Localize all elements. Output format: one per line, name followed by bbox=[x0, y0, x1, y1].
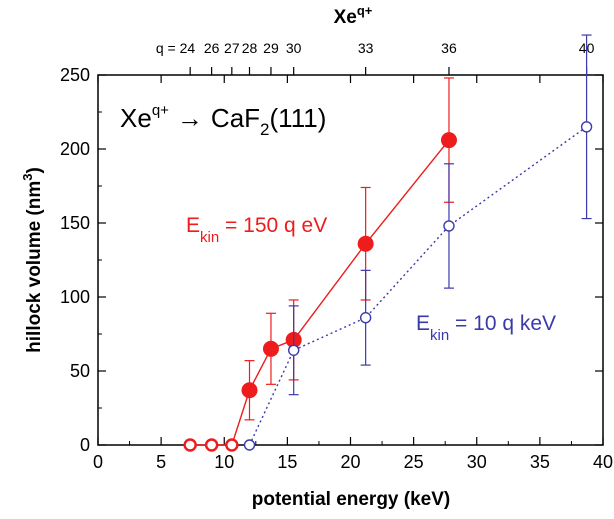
series-red-label-sub: kin bbox=[200, 229, 219, 246]
data-point bbox=[287, 344, 300, 356]
top-tick-label: 28 bbox=[242, 40, 258, 56]
x-axis-label: potential energy (keV) bbox=[252, 489, 451, 510]
data-point bbox=[204, 438, 219, 452]
y-axis-label: hillock volume (nm3) bbox=[20, 167, 45, 353]
top-tick-label: q = 24 bbox=[156, 40, 196, 56]
series-red-label-main: E bbox=[186, 214, 200, 237]
data-point bbox=[357, 235, 374, 252]
x-tick-label: 35 bbox=[530, 452, 550, 472]
series-0 bbox=[183, 77, 457, 452]
data-point bbox=[225, 438, 239, 452]
y-tick-label: 100 bbox=[60, 287, 90, 307]
y-axis-label-sup: 3 bbox=[20, 174, 35, 181]
y-tick-label: 200 bbox=[60, 139, 90, 159]
top-axis-label-main: Xe bbox=[334, 7, 357, 28]
series-blue-label-main: E bbox=[416, 312, 430, 335]
series-blue-label: Ekin = 10 q keV bbox=[416, 312, 556, 344]
reaction-arrow: → bbox=[177, 103, 203, 133]
top-axis-label-sup: q+ bbox=[357, 3, 373, 18]
top-tick-label: 36 bbox=[441, 40, 457, 56]
y-axis-label-close: ) bbox=[24, 167, 45, 173]
data-point bbox=[241, 382, 258, 399]
series-line bbox=[248, 126, 587, 446]
series-1 bbox=[243, 34, 593, 451]
reaction-lhs-sup: q+ bbox=[152, 102, 169, 119]
series-line bbox=[190, 139, 450, 446]
top-tick-label: 27 bbox=[224, 40, 240, 56]
series-red-label: Ekin = 150 q eV bbox=[186, 214, 327, 246]
data-point bbox=[580, 121, 593, 133]
top-tick-label: 29 bbox=[263, 40, 279, 56]
y-tick-label: 0 bbox=[80, 435, 90, 455]
reaction-lhs: Xe bbox=[120, 103, 152, 133]
top-tick-label: 30 bbox=[286, 40, 302, 56]
plot-frame bbox=[97, 74, 604, 446]
x-tick-label: 10 bbox=[214, 452, 234, 472]
x-tick-label: 20 bbox=[340, 452, 360, 472]
top-axis-label: Xeq+ bbox=[334, 3, 373, 28]
y-axis-label-main: hillock volume (nm bbox=[24, 181, 45, 353]
data-point bbox=[183, 438, 197, 452]
reaction-label: Xeq+ → CaF2(111) bbox=[120, 102, 326, 139]
y-tick-label: 150 bbox=[60, 213, 90, 233]
x-tick-label: 30 bbox=[467, 452, 487, 472]
series-layer bbox=[183, 34, 593, 452]
top-tick-label: 33 bbox=[358, 40, 374, 56]
top-tick-label: 26 bbox=[204, 40, 220, 56]
series-red-label-tail: = 150 q eV bbox=[219, 214, 327, 237]
series-blue-label-tail: = 10 q keV bbox=[449, 312, 556, 335]
data-point bbox=[440, 132, 457, 149]
reaction-rhs: CaF bbox=[211, 103, 260, 133]
series-blue-label-sub: kin bbox=[430, 327, 449, 344]
y-tick-label: 250 bbox=[60, 65, 90, 85]
x-tick-label: 25 bbox=[404, 452, 424, 472]
data-point bbox=[443, 220, 455, 232]
data-point bbox=[359, 312, 372, 324]
x-tick-label: 40 bbox=[593, 452, 613, 472]
x-tick-label: 0 bbox=[93, 452, 103, 472]
reaction-rhs-tail: (111) bbox=[270, 103, 327, 133]
data-point bbox=[243, 439, 256, 451]
reaction-rhs-sub: 2 bbox=[260, 120, 269, 139]
x-tick-label: 15 bbox=[277, 452, 297, 472]
data-point bbox=[262, 340, 279, 357]
y-tick-label: 50 bbox=[70, 361, 90, 381]
x-tick-label: 5 bbox=[156, 452, 166, 472]
